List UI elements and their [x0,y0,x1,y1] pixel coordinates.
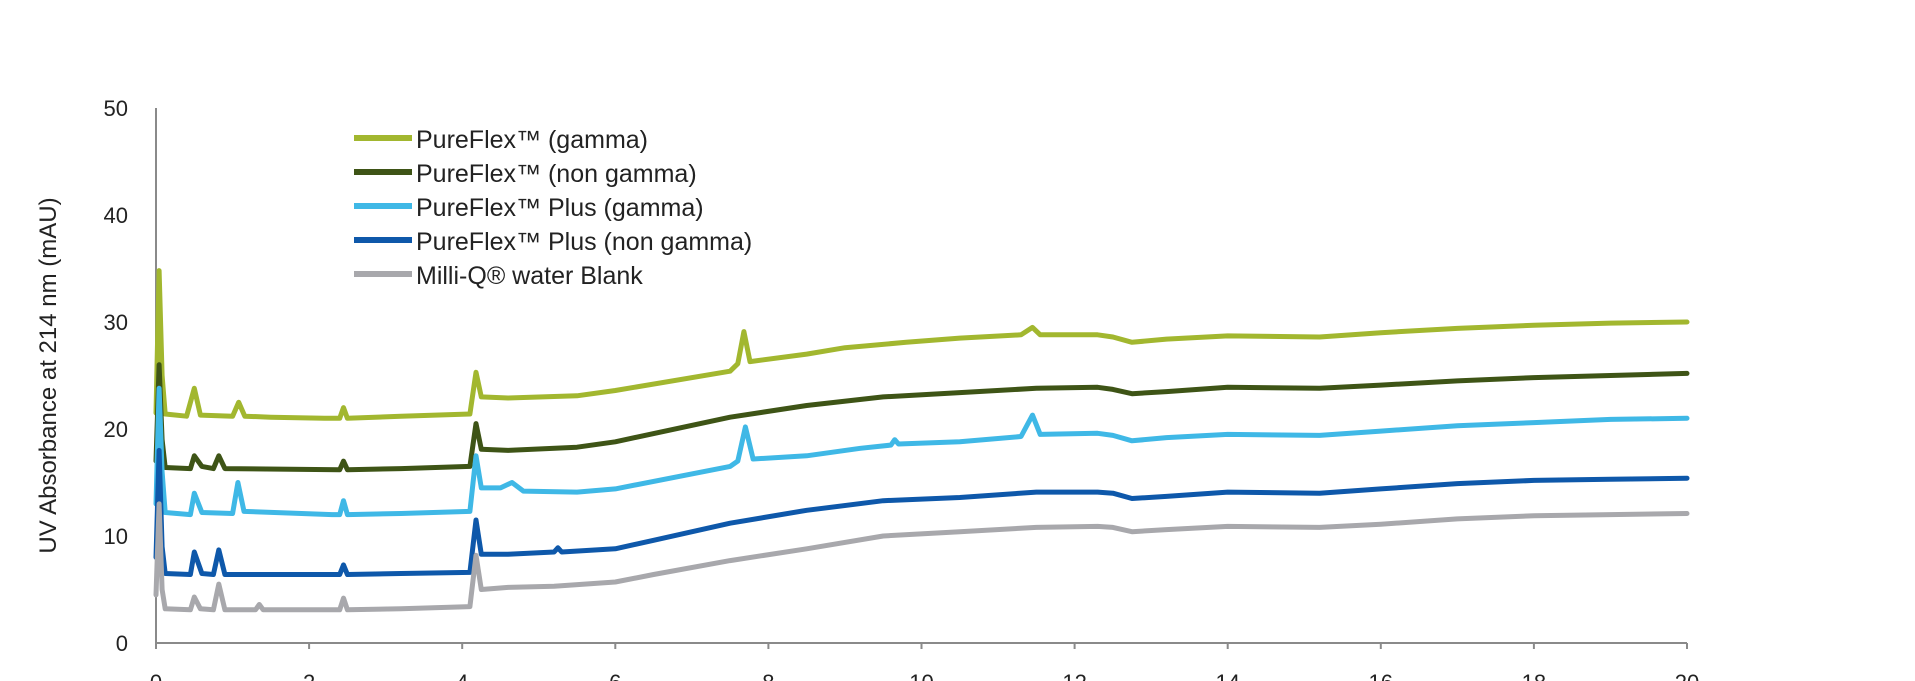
x-tick-label: 10 [909,670,933,681]
series-line-1 [153,268,1690,421]
x-tick-label: 8 [762,670,774,681]
x-tick-label: 12 [1062,670,1086,681]
x-tick-label: 20 [1675,670,1699,681]
x-ticks: 0 2 4 6 8 10 12 14 16 18 20 [150,643,1699,681]
y-ticks: 0 10 20 30 40 50 [104,96,128,656]
axes [155,108,1687,644]
series-line-4 [153,447,1690,577]
y-tick-label: 0 [116,631,128,656]
x-tick-label: 4 [456,670,468,681]
series-line-2 [153,362,1690,473]
y-axis-title: UV Absorbance at 214 nm (mAU) [35,197,62,553]
y-tick-label: 20 [104,417,128,442]
legend-label: Milli-Q® water Blank [416,262,643,290]
legend-label: PureFlex™ Plus (non gamma) [416,228,752,256]
y-tick-label: 30 [104,310,128,335]
x-tick-label: 2 [303,670,315,681]
legend: PureFlex™ (gamma) PureFlex™ (non gamma) Pu… [354,126,752,290]
series-line-5 [153,501,1690,613]
y-tick-label: 50 [104,96,128,121]
y-tick-label: 40 [104,203,128,228]
legend-label: PureFlex™ (non gamma) [416,160,697,188]
x-tick-label: 18 [1522,670,1546,681]
legend-label: PureFlex™ Plus (gamma) [416,194,704,222]
series-line-3 [153,385,1690,518]
series-layer [153,268,1690,613]
x-tick-label: 6 [609,670,621,681]
x-tick-label: 0 [150,670,162,681]
y-tick-label: 10 [104,524,128,549]
x-tick-label: 16 [1369,670,1393,681]
legend-label: PureFlex™ (gamma) [416,126,648,154]
x-tick-label: 14 [1215,670,1239,681]
